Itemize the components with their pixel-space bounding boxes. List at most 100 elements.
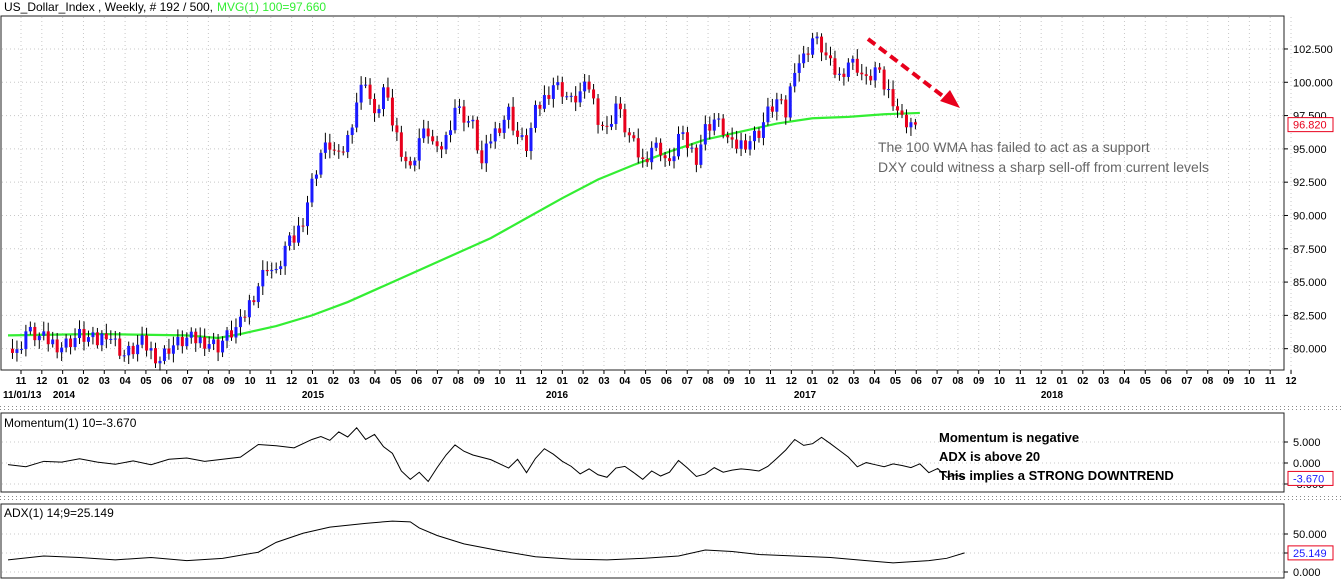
candle-body [82, 328, 86, 342]
candle-body [417, 138, 421, 161]
candle-body [395, 125, 399, 133]
month-label: 09 [473, 376, 485, 387]
month-label: 02 [1077, 376, 1089, 387]
candle-body [855, 58, 859, 73]
momentum-note-3: This implies a STRONG DOWNTREND [939, 468, 1174, 483]
price-tick-label: 85.000 [1293, 277, 1327, 289]
candle-body [350, 127, 354, 136]
selloff-annotation: DXY could witness a sharp sell-off from … [878, 159, 1209, 175]
month-label: 04 [1119, 376, 1131, 387]
year-label: 2015 [302, 390, 325, 401]
momentum-note-2: ADX is above 20 [939, 449, 1040, 464]
candle-body [748, 141, 752, 150]
candle-body [368, 84, 372, 99]
adx-tick-label: 0.000 [1293, 567, 1321, 579]
candle-body [457, 106, 461, 108]
candle-body [757, 130, 761, 138]
month-label: 02 [328, 376, 340, 387]
month-label: 03 [848, 376, 860, 387]
candle-body [797, 63, 801, 73]
candle-body [466, 121, 470, 123]
candle-body [207, 344, 211, 349]
bearish-arrow [866, 37, 960, 108]
candle-body [386, 87, 390, 98]
price-axis: 102.500100.00097.50095.00092.50090.00087… [1284, 44, 1334, 356]
candle-body [690, 147, 694, 149]
candle-body [668, 158, 672, 162]
candle-body [802, 53, 806, 64]
candle-body [328, 142, 332, 150]
momentum-value-tag: -3.670 [1293, 473, 1324, 485]
candle-body [820, 36, 824, 53]
candle-body [677, 133, 680, 157]
candle-body [703, 124, 707, 145]
candle-body [60, 347, 64, 353]
candle-body [212, 339, 216, 345]
candle-body [176, 336, 180, 346]
adx-value-tag: 25.149 [1293, 548, 1327, 560]
candle-body [869, 75, 873, 81]
candle-body [243, 316, 247, 318]
separator-2 [0, 495, 1342, 502]
month-label: 09 [1223, 376, 1235, 387]
candle-body [440, 146, 444, 150]
candle-body [681, 132, 685, 134]
candle-body [717, 118, 721, 120]
candle-body [19, 349, 23, 351]
candle-body [399, 132, 403, 157]
candle-body [297, 225, 301, 243]
momentum-note-1: Momentum is negative [939, 430, 1079, 445]
candle-body [846, 62, 850, 77]
month-label: 06 [911, 376, 923, 387]
candle-body [632, 135, 636, 139]
candle-body [511, 106, 515, 131]
month-label: 10 [744, 376, 756, 387]
month-label: 06 [661, 376, 673, 387]
candle-body [10, 348, 14, 353]
candle-body [538, 104, 542, 109]
candle-body [301, 225, 305, 227]
candle-body [784, 99, 788, 118]
price-tick-label: 82.500 [1293, 310, 1327, 322]
year-label: 2014 [53, 390, 76, 401]
month-label: 05 [390, 376, 402, 387]
month-label: 07 [932, 376, 944, 387]
candle-body [887, 89, 891, 91]
month-label: 06 [161, 376, 173, 387]
candle-body [636, 138, 640, 158]
candle-body [815, 36, 819, 39]
candle-body [739, 140, 743, 149]
candle-body [609, 123, 613, 127]
candle-body [55, 339, 59, 353]
year-label: 2017 [794, 390, 817, 401]
candle-body [37, 335, 41, 341]
candle-body [864, 74, 868, 76]
candle-body [761, 122, 765, 138]
adx-line-layer [7, 520, 965, 564]
candle-body [752, 130, 756, 142]
month-label: 07 [682, 376, 694, 387]
momentum-tick-label: 5.000 [1293, 437, 1321, 449]
year-label: 2016 [546, 390, 569, 401]
candle-body [614, 103, 618, 124]
month-label: 08 [453, 376, 465, 387]
candle-body [735, 139, 739, 149]
candle-body [471, 119, 475, 122]
month-label: 08 [1202, 376, 1214, 387]
candle-body [896, 106, 900, 111]
month-label: 12 [1036, 376, 1048, 387]
separator-1 [0, 405, 1342, 412]
adx-tick-label: 50.000 [1293, 529, 1327, 541]
momentum-value-tag-box [1287, 470, 1334, 486]
candle-body [185, 337, 189, 347]
candle-body [480, 150, 484, 164]
candle-body [359, 84, 363, 103]
candle-body [833, 58, 837, 75]
momentum-line [7, 426, 965, 483]
candle-body [46, 331, 50, 345]
candle-body [556, 82, 560, 86]
candle-body [592, 89, 596, 99]
candle-body [547, 95, 551, 99]
